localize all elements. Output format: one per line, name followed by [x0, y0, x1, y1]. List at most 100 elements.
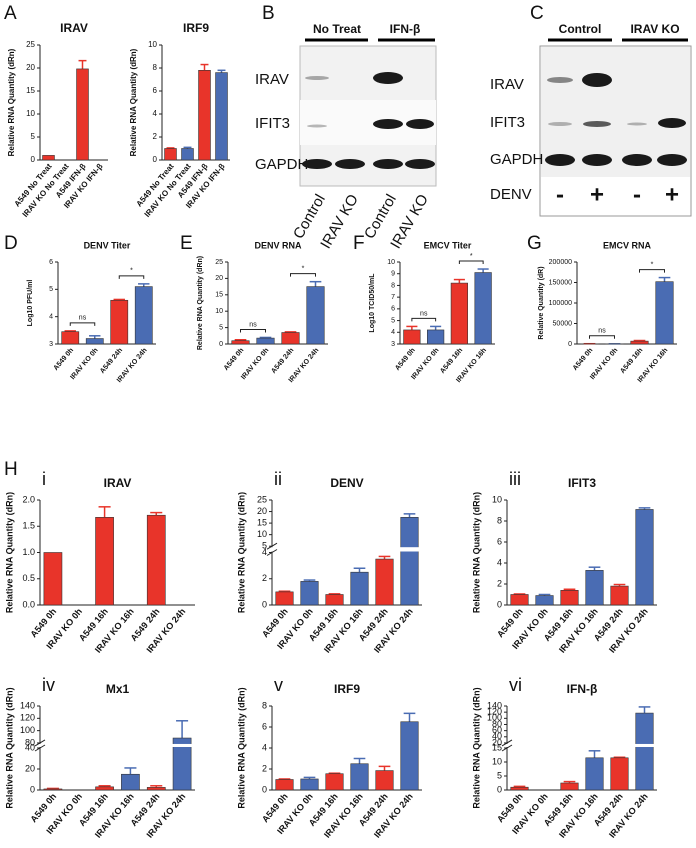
bar [635, 712, 654, 791]
y-tick-label: 10 [492, 494, 502, 504]
bar [350, 763, 369, 791]
y-tick-label: 15 [492, 742, 502, 752]
bar [256, 337, 275, 345]
x-tick-label: A549 0h [53, 347, 76, 372]
significance-bracket [118, 275, 145, 279]
y-tick-label: 8 [153, 63, 158, 72]
bar [375, 558, 394, 606]
panel-label: C [530, 3, 544, 24]
significance-bracket [69, 322, 96, 326]
y-tick-label: 20 [26, 63, 35, 72]
y-tick-label: 4 [153, 109, 158, 118]
axis-break-mark [34, 739, 46, 747]
y-tick-label: 0 [153, 155, 158, 164]
y-tick-label: 120 [487, 707, 502, 717]
bar [110, 299, 129, 345]
blot-b: No Treat IFN-β IRAV IFIT3 GAPDH Control … [255, 22, 437, 252]
significance-bracket [589, 335, 615, 339]
bar [281, 332, 300, 345]
significance-bracket [411, 317, 437, 322]
bar [325, 594, 344, 606]
y-tick-label: 10 [148, 40, 157, 49]
sub-panel-label: iv [42, 675, 55, 695]
y-tick-label: 5 [497, 770, 502, 780]
row-label: IFIT3 [255, 115, 290, 132]
bar [134, 286, 153, 345]
bar [635, 509, 654, 606]
bar [95, 517, 114, 606]
panel-label: A [4, 3, 17, 24]
x-tick-label: A549 16h [619, 347, 644, 375]
y-tick-label: 3 [49, 341, 53, 348]
y-tick-label: 0 [497, 784, 502, 794]
lane-sign: - [556, 181, 564, 208]
significance-label: ns [420, 310, 428, 317]
y-tick-label: 1.0 [22, 547, 35, 557]
row-label: IRAV [490, 76, 524, 93]
y-axis-label: Relative RNA Quantity (dRn) [236, 492, 246, 613]
y-tick-label: 0 [219, 341, 223, 348]
y-tick-label: 7 [391, 294, 395, 301]
y-tick-label: 15 [26, 86, 35, 95]
sub-panel-label: ii [274, 469, 282, 489]
y-tick-label: 20 [492, 737, 502, 747]
y-tick-label: 0 [31, 155, 36, 164]
y-tick-label: 120 [20, 713, 35, 723]
x-tick-label: A549 24h [99, 347, 124, 375]
bar [300, 581, 319, 606]
y-tick-label: 5 [31, 132, 36, 141]
panel-label: E [180, 233, 193, 254]
y-tick-label: 60 [492, 725, 502, 735]
bar [172, 737, 192, 791]
y-axis-label: Relative RNA Quantity (dRn) [471, 492, 481, 613]
x-tick-label: A549 24h [270, 347, 295, 375]
chart-title: IFN-β [567, 682, 598, 696]
y-axis-label: Log10 PFU/ml [27, 280, 34, 327]
bar [325, 773, 344, 791]
bar [403, 329, 421, 345]
y-tick-label: 0.0 [22, 599, 35, 609]
bar [350, 571, 369, 606]
y-axis-label: Relative RNA Quantity (dRn) [4, 492, 14, 613]
sub-panel-label: vi [509, 675, 522, 695]
bar [121, 773, 140, 791]
y-tick-label: 0 [262, 599, 267, 609]
chart-title: IFIT3 [568, 476, 596, 490]
panel-label: H [4, 459, 18, 480]
y-tick-label: 150000 [549, 279, 572, 286]
y-tick-label: 50000 [553, 320, 573, 327]
chart-title: IRF9 [334, 682, 360, 696]
y-tick-label: 5 [49, 286, 53, 293]
bar [198, 70, 211, 161]
bar [43, 788, 63, 791]
y-tick-label: 5 [219, 324, 223, 331]
panel-label: B [262, 3, 275, 24]
bar [375, 770, 394, 791]
bar [510, 786, 529, 791]
axis-break-gap [36, 743, 197, 747]
y-tick-label: 5 [391, 317, 395, 324]
bar [400, 721, 419, 791]
y-tick-label: 20 [25, 763, 35, 773]
y-tick-label: 6 [49, 259, 53, 266]
x-tick-label: A549 0h [223, 347, 246, 372]
bar [585, 757, 604, 791]
y-tick-label: 4 [262, 547, 267, 557]
y-tick-label: 10 [387, 259, 395, 266]
y-tick-label: 40 [25, 742, 35, 752]
y-tick-label: 25 [257, 494, 267, 504]
y-tick-label: 140 [20, 700, 35, 710]
row-label: DENV [490, 186, 532, 203]
y-axis-label: Log10 TCID50/mL [369, 273, 376, 333]
row-label: IFIT3 [490, 114, 525, 131]
y-tick-label: 2 [497, 578, 502, 588]
significance-label: ns [249, 321, 257, 328]
y-tick-label: 0 [262, 784, 267, 794]
y-tick-label: 25 [215, 259, 223, 266]
y-tick-label: 8 [497, 515, 502, 525]
bar [655, 281, 674, 345]
axis-break-mark [266, 549, 278, 556]
y-tick-label: 25 [26, 40, 35, 49]
significance-label: * [651, 261, 654, 268]
